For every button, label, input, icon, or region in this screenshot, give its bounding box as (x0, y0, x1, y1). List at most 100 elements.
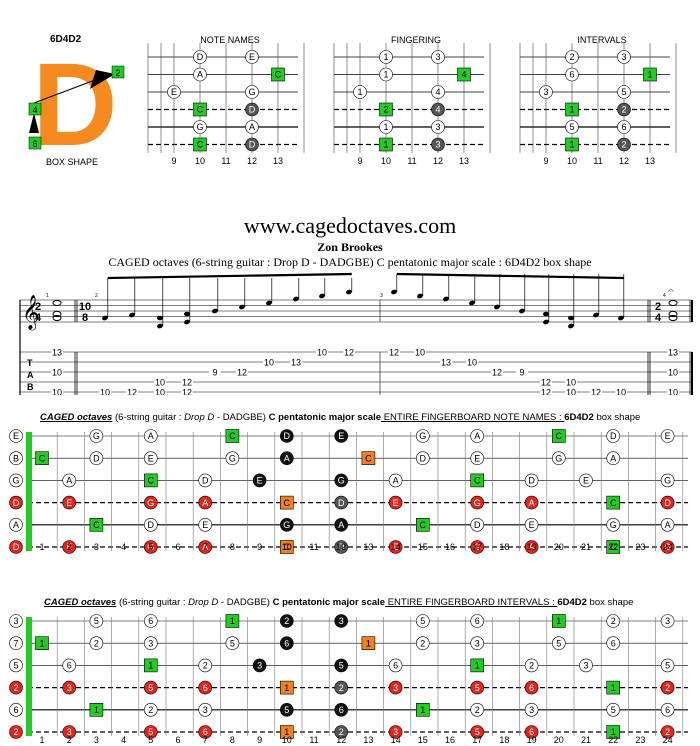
mini-note-shape (431, 85, 445, 99)
tab-desc-note: 10 (566, 378, 576, 388)
notehead (293, 296, 299, 302)
mini-note-label: 1 (383, 70, 388, 80)
board-note: A (334, 518, 349, 532)
measure-number: 1 (46, 293, 49, 299)
mini-note-label: 3 (435, 52, 440, 62)
shape-code: 6D4D2 (50, 34, 82, 45)
shape-marker-6-label: 6 (32, 139, 37, 149)
board-note: 2 (89, 636, 104, 651)
board-note-shape (524, 473, 539, 488)
open-string-note-label: D (13, 542, 20, 552)
board-note-label: D (284, 431, 291, 441)
mini-note-label: 1 (383, 140, 388, 150)
board-note: E (144, 451, 158, 466)
mini-note: 3 (431, 137, 445, 152)
board-note-shape (334, 429, 349, 443)
board-note-shape (279, 614, 294, 628)
board-note-label: 5 (230, 638, 235, 648)
board-note-shape (225, 636, 240, 651)
mini-note: 4 (457, 67, 471, 82)
board-note: A (524, 495, 539, 510)
tab-desc-note-bg (540, 377, 552, 387)
board-note: A (144, 429, 158, 443)
notehead (568, 315, 574, 321)
board-note-label: A (529, 498, 535, 508)
board-note-shape (62, 473, 76, 488)
tab-asc-note: 12 (344, 348, 354, 358)
board-note: C (89, 518, 104, 532)
board-note-shape (198, 658, 212, 673)
mini-note-shape (379, 137, 393, 152)
board-note: 1 (35, 636, 49, 651)
board-note: 2 (524, 658, 539, 673)
board-note-shape (606, 540, 621, 554)
board-note-shape (606, 636, 621, 651)
tab-chord-close: 10 (668, 368, 678, 378)
board-note: D (334, 495, 349, 510)
board-note-shape (198, 473, 212, 488)
tab-desc-note: 10 (616, 388, 626, 396)
board-note-shape (415, 636, 430, 651)
notehead (212, 308, 218, 314)
fret-number: 15 (418, 735, 428, 745)
treble-clef-icon: 𝄞 (22, 295, 40, 331)
mini-note-label: 2 (621, 140, 626, 150)
tab-desc-note: 10 (566, 388, 576, 396)
fret-number: 19 (527, 542, 537, 552)
mini-note-shape (245, 120, 259, 134)
mini-note-shape (431, 137, 445, 152)
board-note-label: 2 (339, 727, 344, 737)
board-note-shape (606, 680, 621, 695)
tab-chord-close-bg (667, 387, 679, 395)
mini-fret-number: 13 (645, 156, 655, 166)
board-note-shape (660, 540, 675, 554)
fermata-icon: 𝄐 (668, 286, 674, 297)
board-note-label: 1 (230, 616, 235, 626)
fret-number: 22 (608, 542, 618, 552)
board-note-label: 5 (611, 705, 616, 715)
board-note-label: 2 (475, 705, 480, 715)
mini-note-shape (245, 50, 259, 64)
mini-note-shape (353, 85, 367, 99)
fret-number: 16 (445, 735, 455, 745)
board-note: D (334, 540, 349, 554)
board-note-shape (470, 429, 485, 443)
mini-fret-number: 12 (433, 156, 443, 166)
tab-asc-note-bg (343, 347, 355, 357)
mini-note-label: C (197, 105, 204, 115)
mini-fret-number: 11 (407, 156, 416, 166)
board-note-label: E (66, 498, 72, 508)
mini-note-shape (617, 85, 631, 99)
fret-number: 2 (67, 542, 72, 552)
board-note-label: A (529, 542, 535, 552)
board-note-label: 6 (529, 727, 534, 737)
board-note: A (660, 518, 675, 532)
board-note-label: 1 (556, 616, 561, 626)
board-note-shape (225, 451, 240, 466)
board-note-label: A (284, 453, 290, 463)
board-note: 2 (606, 614, 621, 628)
open-string-note-shape (9, 680, 23, 695)
board-note: 5 (279, 703, 294, 717)
board-note-shape (89, 429, 104, 443)
mini-note-label: 6 (569, 70, 574, 80)
board-note-shape (279, 725, 294, 739)
board-note-label: C (556, 431, 563, 441)
fret-number: 24 (663, 542, 673, 552)
tab-desc-note: 12 (389, 348, 399, 358)
board-note-shape (198, 703, 212, 717)
board-note: C (144, 473, 158, 488)
board-note: 6 (660, 703, 675, 717)
mini-note-shape (193, 50, 207, 64)
board-note-shape (198, 680, 212, 695)
board-note: E (388, 540, 403, 554)
tab-chord-close: 13 (668, 348, 678, 358)
board-note-shape (388, 725, 403, 739)
board-note-shape (334, 473, 349, 488)
mini-note: 5 (617, 85, 631, 99)
mini-note-shape (379, 120, 393, 134)
mini-note: 1 (379, 67, 393, 82)
open-string-note-shape (9, 614, 23, 628)
notehead (417, 293, 423, 299)
